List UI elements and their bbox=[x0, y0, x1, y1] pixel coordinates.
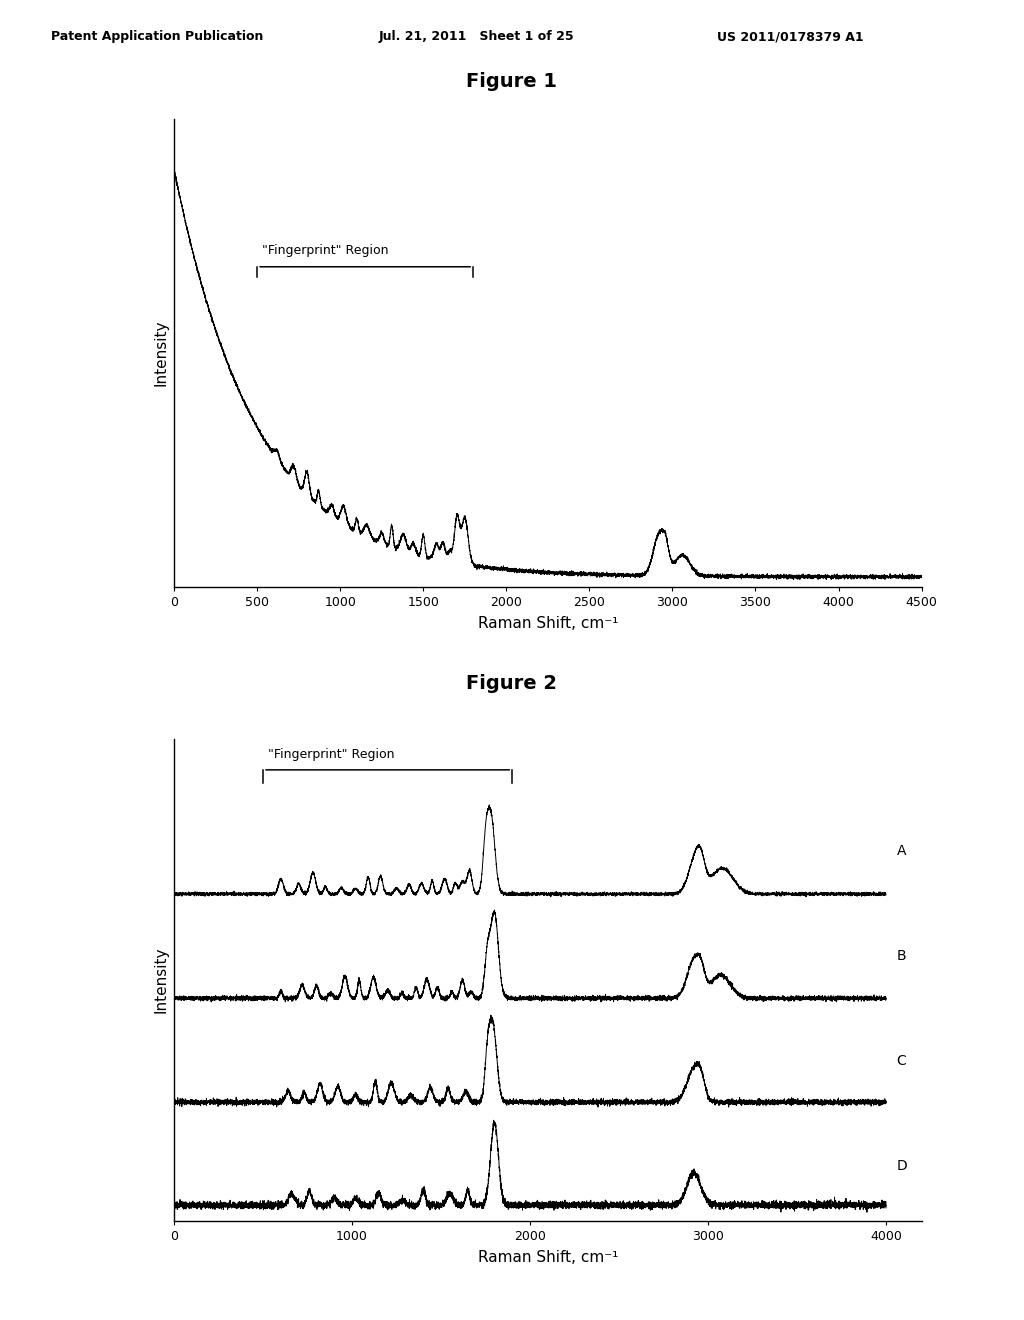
X-axis label: Raman Shift, cm⁻¹: Raman Shift, cm⁻¹ bbox=[477, 616, 618, 631]
Text: Figure 2: Figure 2 bbox=[467, 675, 557, 693]
Y-axis label: Intensity: Intensity bbox=[154, 319, 169, 387]
Text: A: A bbox=[897, 843, 906, 858]
Text: B: B bbox=[897, 949, 906, 964]
Text: D: D bbox=[897, 1159, 907, 1173]
Text: Figure 1: Figure 1 bbox=[467, 73, 557, 91]
Text: C: C bbox=[897, 1055, 906, 1068]
Text: US 2011/0178379 A1: US 2011/0178379 A1 bbox=[717, 30, 863, 44]
Text: "Fingerprint" Region: "Fingerprint" Region bbox=[268, 748, 395, 762]
Text: Patent Application Publication: Patent Application Publication bbox=[51, 30, 263, 44]
Text: "Fingerprint" Region: "Fingerprint" Region bbox=[262, 243, 389, 256]
Y-axis label: Intensity: Intensity bbox=[154, 946, 169, 1014]
Text: Jul. 21, 2011   Sheet 1 of 25: Jul. 21, 2011 Sheet 1 of 25 bbox=[379, 30, 574, 44]
X-axis label: Raman Shift, cm⁻¹: Raman Shift, cm⁻¹ bbox=[477, 1250, 618, 1265]
